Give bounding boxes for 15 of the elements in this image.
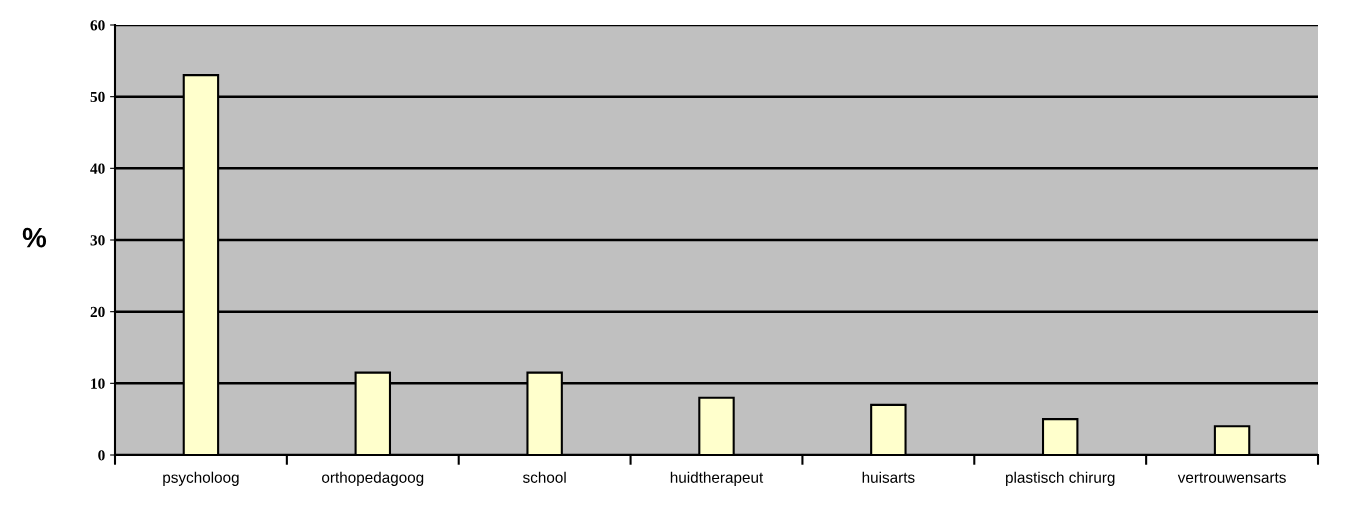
y-tick-label: 20 xyxy=(90,306,105,318)
y-tick-label: 0 xyxy=(98,450,105,461)
x-tick-label: plastisch chirurg xyxy=(1006,471,1115,486)
x-tick-label: huidtherapeut xyxy=(670,471,764,486)
y-axis-title: % xyxy=(22,227,47,248)
x-tick-label: huisarts xyxy=(862,471,915,483)
x-tick-label: orthopedagoog xyxy=(322,471,424,486)
x-tick-label: vertrouwensarts xyxy=(1177,472,1286,483)
x-tick-label: psycholoog xyxy=(163,471,239,486)
y-tick-label: 60 xyxy=(90,20,105,31)
y-tick-label: 10 xyxy=(91,378,105,389)
x-tick-label: school xyxy=(522,471,566,483)
y-tick-label: 50 xyxy=(90,91,105,103)
y-tick-label: 30 xyxy=(90,235,105,246)
y-tick-label: 40 xyxy=(90,163,105,174)
